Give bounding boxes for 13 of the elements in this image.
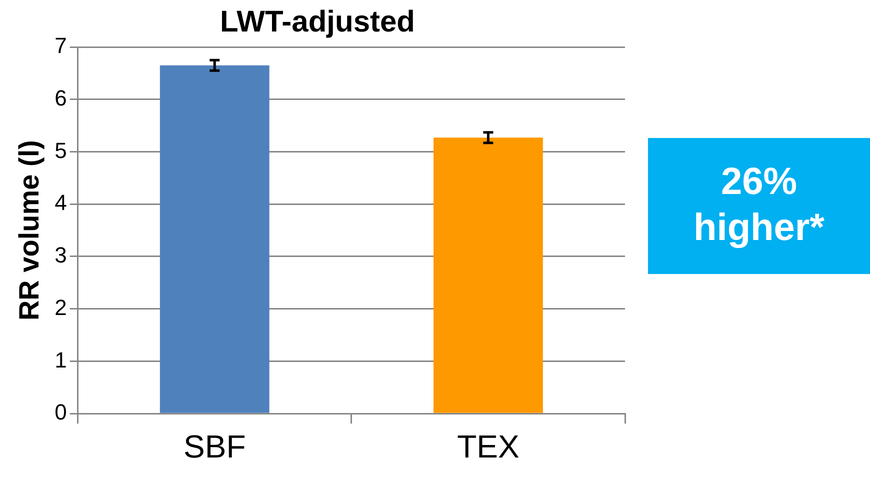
y-tick-label: 4: [54, 190, 67, 216]
x-tick-label: SBF: [184, 428, 246, 465]
y-tick-label: 3: [54, 242, 67, 268]
y-tick-label: 2: [54, 294, 67, 320]
y-tick-label: 6: [54, 85, 67, 110]
x-tick-label: TEX: [457, 428, 520, 465]
text: 26% higher*: [648, 138, 870, 274]
y-tick-label: 1: [54, 347, 67, 372]
y-tick-label: 0: [54, 400, 67, 425]
y-axis-title: RR volume (l): [14, 140, 45, 321]
y-tick-label: 7: [54, 33, 67, 58]
y-tick-label: 5: [54, 138, 67, 163]
chart-title: LWT-adjusted: [220, 5, 415, 38]
